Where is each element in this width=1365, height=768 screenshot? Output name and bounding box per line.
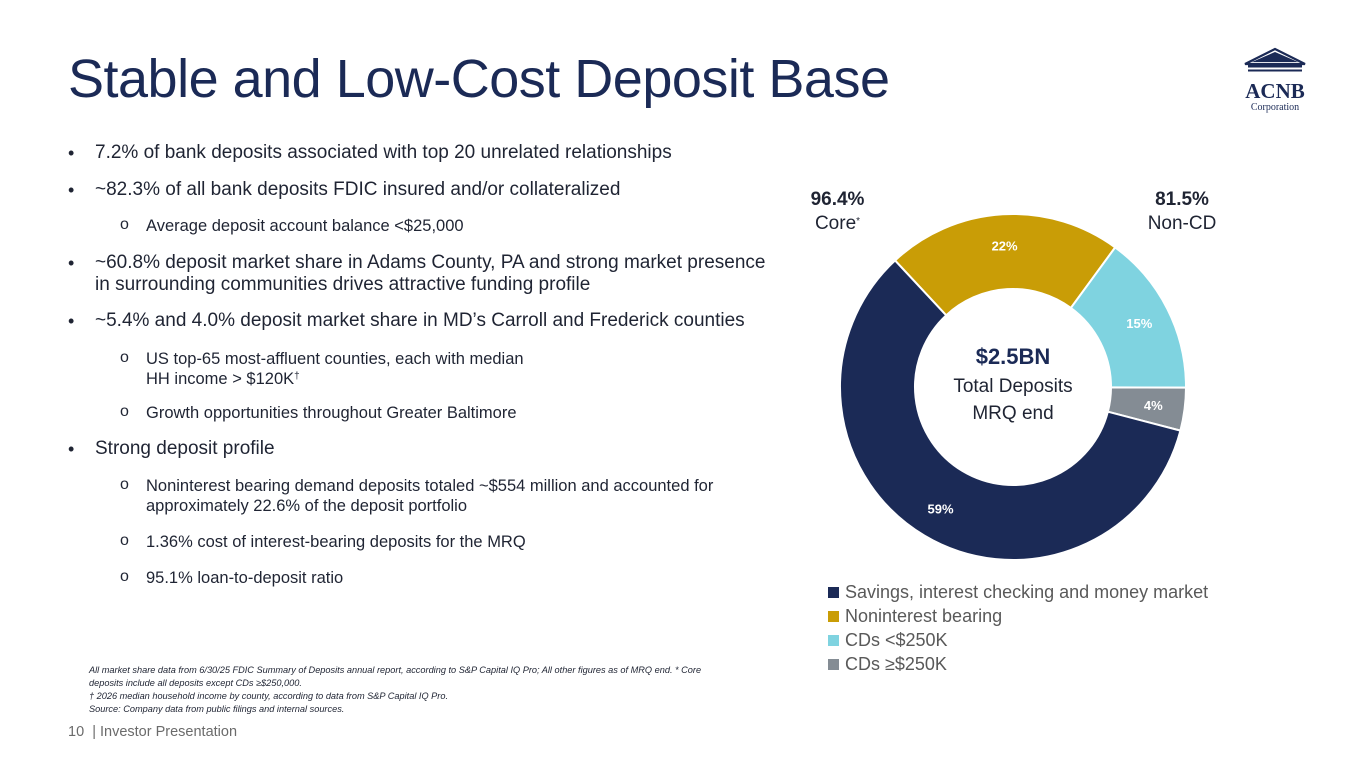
legend-item: Savings, interest checking and money mar… — [828, 580, 1208, 604]
circle-bullet-icon: o — [120, 476, 129, 493]
donut-slice — [1106, 386, 1188, 432]
circle-bullet-icon: o — [120, 532, 129, 549]
page-number: 10 — [68, 724, 85, 740]
sub-bullet-item: o Average deposit account balance <$25,00… — [120, 216, 464, 235]
page-title: Stable and Low-Cost Deposit Base — [68, 49, 890, 109]
slice-label: 15% — [1126, 316, 1152, 331]
bullet-list: • 7.2% of bank deposits associated with t… — [68, 142, 768, 588]
donut-slice — [893, 213, 1117, 317]
legend-item: CDs <$250K — [828, 628, 1208, 652]
legend-swatch — [828, 634, 839, 646]
bullet-dot-icon: • — [68, 439, 75, 459]
slice-label: 59% — [928, 502, 954, 517]
core-stat-value: 96.4% — [810, 189, 865, 210]
bullet-dot-icon: • — [68, 143, 75, 163]
bullet-dot-icon: • — [68, 311, 75, 331]
bullet-dot-icon: • — [68, 253, 75, 273]
footnote-line: All market share data from 6/30/25 FDIC … — [89, 665, 702, 688]
sub-bullet-item: o 1.36% cost of interest-bearing deposits… — [120, 532, 526, 551]
noncd-stat-value: 81.5% — [1155, 189, 1209, 210]
core-stat-label: Core — [814, 213, 857, 234]
chart-legend: Savings, interest checking and money mar… — [828, 580, 1208, 676]
legend-item: CDs ≥$250K — [828, 652, 1208, 676]
donut-slice — [1069, 245, 1188, 389]
circle-bullet-icon: o — [120, 568, 129, 585]
slice-label: 22% — [992, 239, 1018, 254]
circle-bullet-icon: o — [120, 403, 129, 420]
legend-swatch — [828, 610, 839, 622]
footer-label: | Investor Presentation — [92, 724, 238, 740]
footnote-line: † 2026 median household income by county… — [89, 691, 449, 701]
bullet-item: • ~60.8% deposit market share in Adams Co… — [68, 252, 766, 295]
logo-wordmark: ACNB — [1245, 79, 1305, 103]
sub-bullet-item: o 95.1% loan-to-deposit ratio — [120, 568, 344, 587]
core-stat: 96.4% Core* — [810, 189, 865, 234]
circle-bullet-icon: o — [120, 349, 129, 366]
acnb-logo: ACNB Corporation — [1240, 46, 1310, 120]
legend-swatch — [828, 658, 839, 670]
bullet-item: • 7.2% of bank deposits associated with t… — [68, 142, 672, 163]
sub-bullet-item: o US top-65 most-affluent counties, each … — [120, 349, 524, 388]
center-label-line2: MRQ end — [972, 403, 1053, 424]
footnote-line: Source: Company data from public filings… — [89, 704, 345, 714]
page-footer: 10 | Investor Presentation — [68, 724, 237, 740]
footnotes: All market share data from 6/30/25 FDIC … — [89, 664, 729, 716]
circle-bullet-icon: o — [120, 216, 129, 233]
bullet-dot-icon: • — [68, 180, 75, 200]
slice-label: 4% — [1144, 398, 1163, 413]
bank-building-icon: ACNB Corporation — [1244, 47, 1306, 113]
center-label-line1: Total Deposits — [953, 376, 1072, 397]
center-value: $2.5BN — [976, 344, 1051, 369]
sub-bullet-item: o Noninterest bearing demand deposits tot… — [120, 476, 714, 515]
bullet-item: • ~82.3% of all bank deposits FDIC insure… — [68, 179, 621, 200]
bullet-item: • Strong deposit profile — [68, 438, 275, 459]
legend-swatch — [828, 586, 839, 598]
legend-item: Noninterest bearing — [828, 604, 1208, 628]
sub-bullet-item: o Growth opportunities throughout Greater… — [120, 403, 517, 422]
bullet-item: • ~5.4% and 4.0% deposit market share in … — [68, 310, 745, 331]
logo-subtitle: Corporation — [1251, 102, 1299, 113]
donut-slice — [838, 259, 1182, 562]
noncd-stat: 81.5% Non-CD — [1132, 188, 1232, 236]
noncd-stat-label: Non-CD — [1147, 213, 1217, 234]
